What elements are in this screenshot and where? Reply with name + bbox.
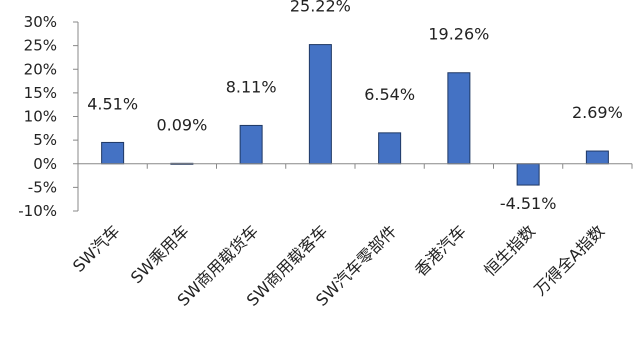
x-category-label: SW乘用车	[127, 221, 193, 287]
data-label: 19.26%	[428, 25, 489, 44]
y-tick-label: 10%	[24, 108, 57, 126]
data-label: 0.09%	[156, 115, 207, 134]
data-labels: 4.51% 0.09% 8.11% 25.22% 6.54% 19.26% -4.51% 2.…	[87, 0, 623, 213]
y-tick-label: 25%	[24, 37, 57, 55]
y-tick-label: 0%	[33, 155, 57, 173]
bar	[516, 163, 540, 186]
bar	[378, 132, 402, 165]
y-tick-label: -10%	[18, 202, 57, 220]
bar	[447, 72, 471, 165]
x-axis	[77, 163, 633, 169]
data-label: 6.54%	[364, 85, 415, 104]
y-tick-label: 20%	[24, 60, 57, 78]
y-tick-label: 30%	[24, 13, 57, 31]
x-category-label: 香港汽车	[411, 221, 470, 280]
data-label: 25.22%	[290, 0, 351, 16]
bar	[239, 124, 263, 165]
data-label: 2.69%	[572, 103, 623, 122]
data-label: 8.11%	[226, 77, 277, 96]
data-label: -4.51%	[500, 194, 557, 213]
bar	[101, 141, 125, 165]
y-tick-label: 5%	[33, 131, 57, 149]
bar	[308, 44, 332, 165]
y-tick-label: 15%	[24, 84, 57, 102]
x-category-label: 恒生指数	[480, 221, 539, 280]
data-label: 4.51%	[87, 94, 138, 113]
bars	[101, 44, 609, 186]
x-category-label: 万得全A指数	[530, 221, 608, 299]
x-category-label: SW汽车	[69, 221, 123, 275]
bar	[585, 150, 609, 165]
y-axis: 30% 25% 20% 15% 10% 5% 0% -5% -10%	[18, 13, 79, 220]
y-tick-label: -5%	[28, 178, 57, 196]
